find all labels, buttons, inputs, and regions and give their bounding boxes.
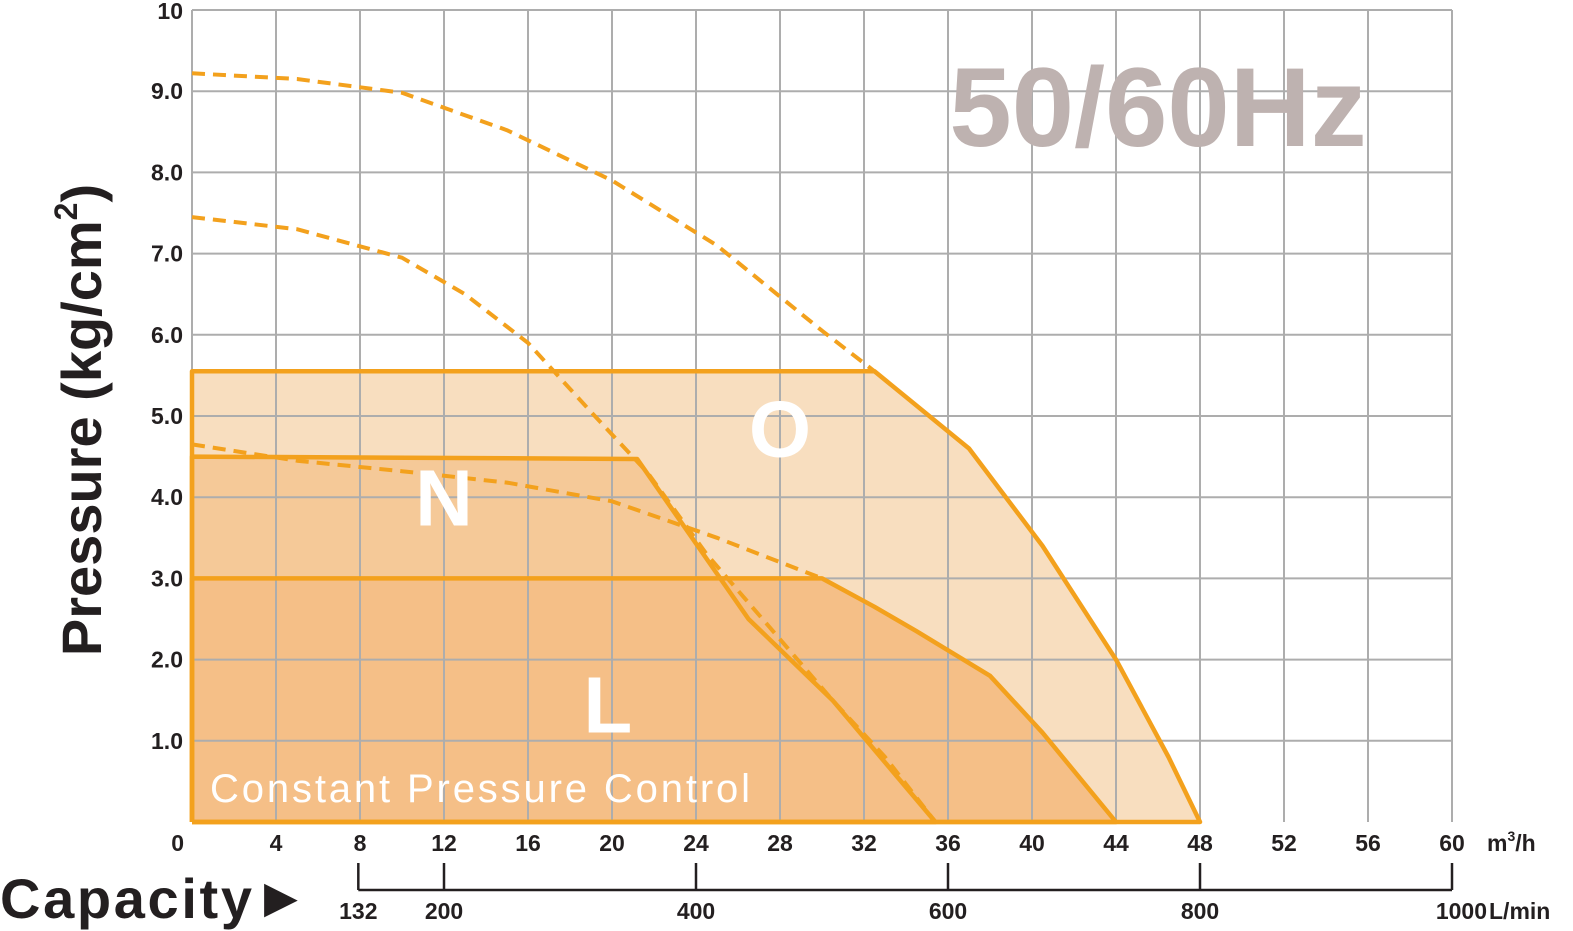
x-tick-label: 44: [1103, 830, 1129, 856]
x-unit-sup: 3: [1507, 828, 1515, 844]
x-unit-label: m3/h: [1487, 828, 1536, 856]
x-tick-label: 16: [515, 830, 541, 856]
y-axis-label-close: ): [50, 184, 113, 203]
x-tick-label: 40: [1019, 830, 1045, 856]
x-tick-label: 4: [270, 830, 283, 856]
y-tick-label: 10: [157, 0, 183, 24]
lmin-axis: 132 200 400 600 800 1000: [339, 863, 1487, 924]
x-unit-main: m: [1487, 830, 1507, 856]
lmin-tick-label: 132: [339, 898, 377, 924]
y-tick-label: 2.0: [151, 647, 183, 673]
x-unit-rest: /h: [1515, 830, 1535, 856]
lmin-tick-label: 400: [677, 898, 715, 924]
x-tick-label: 56: [1355, 830, 1381, 856]
region-labels: O N L: [415, 385, 811, 750]
x-tick-label: 0: [171, 830, 184, 856]
x-axis-label: Capacity: [0, 867, 252, 930]
x-tick-label: 48: [1187, 830, 1213, 856]
dashed-curve-3: [191, 442, 823, 581]
footer-label: Constant Pressure Control: [210, 767, 750, 811]
y-axis-label: Pressure (kg/cm2): [48, 184, 113, 656]
x-tick-label: 24: [683, 830, 709, 856]
x-tick-labels: 0 4 8 12 16 20 24 28 32 36 40 44 48 52 56 60: [171, 830, 1465, 856]
dashed-curve-2: [191, 215, 937, 824]
y-tick-label: 7.0: [151, 241, 183, 267]
x-tick-label: 20: [599, 830, 625, 856]
chart-title: 50/60Hz: [949, 45, 1366, 170]
y-tick-label: 8.0: [151, 159, 183, 185]
y-tick-label: 6.0: [151, 322, 183, 348]
x-tick-label: 36: [935, 830, 961, 856]
lmin-tick-label: 1000: [1436, 898, 1487, 924]
lmin-unit-label: L/min: [1489, 898, 1550, 924]
x-tick-label: 60: [1439, 830, 1465, 856]
region-n-label: N: [415, 454, 473, 543]
x-tick-label: 28: [767, 830, 793, 856]
lmin-tick-label: 200: [425, 898, 463, 924]
region-l-label: L: [583, 661, 632, 750]
dashed-curve-1: [191, 71, 876, 373]
y-axis-label-main: Pressure (kg/cm: [50, 220, 113, 656]
y-tick-label: 9.0: [151, 78, 183, 104]
region-o-outline: [189, 369, 1203, 825]
x-tick-label: 32: [851, 830, 877, 856]
y-tick-label: 1.0: [151, 728, 183, 754]
y-tick-label: 5.0: [151, 403, 183, 429]
lmin-tick-label: 600: [929, 898, 967, 924]
dashed-curves: [191, 71, 937, 824]
region-o-label: O: [749, 385, 811, 474]
y-axis-label-sup: 2: [48, 203, 84, 221]
x-tick-label: 8: [354, 830, 367, 856]
y-tick-label: 4.0: [151, 484, 183, 510]
lmin-tick-label: 800: [1181, 898, 1219, 924]
capacity-arrow-icon: ▶: [264, 872, 298, 923]
region-l-outline: [189, 576, 1119, 825]
y-tick-labels: 1.0 2.0 3.0 4.0 5.0 6.0 7.0 8.0 9.0 10: [151, 0, 183, 754]
y-tick-label: 3.0: [151, 565, 183, 591]
x-tick-label: 12: [431, 830, 457, 856]
x-tick-label: 52: [1271, 830, 1297, 856]
